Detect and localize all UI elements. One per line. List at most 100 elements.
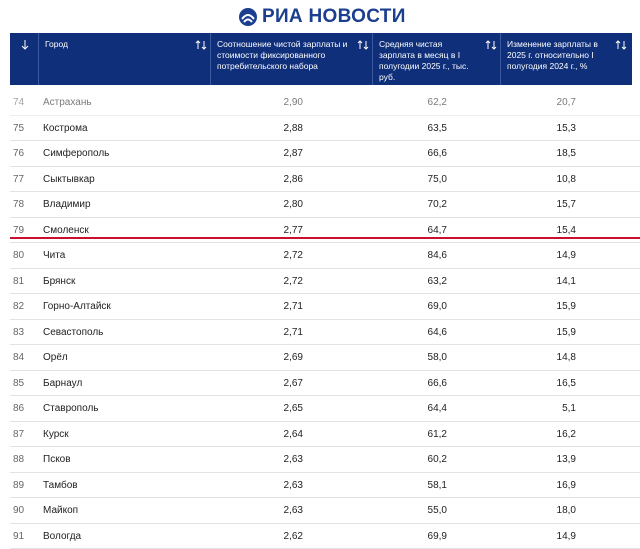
salary: 64,6 bbox=[367, 327, 447, 338]
change: 14,9 bbox=[496, 531, 576, 542]
ratio: 2,67 bbox=[223, 378, 303, 389]
column-header[interactable]: Город bbox=[45, 39, 185, 50]
salary: 58,0 bbox=[367, 352, 447, 363]
salary: 70,2 bbox=[367, 199, 447, 210]
change: 13,9 bbox=[496, 454, 576, 465]
logo-text: РИА НОВОСТИ bbox=[262, 6, 406, 28]
logo-bar: РИА НОВОСТИ bbox=[0, 0, 640, 33]
salary: 61,2 bbox=[367, 429, 447, 440]
row-number: 91 bbox=[13, 531, 24, 542]
salary: 64,7 bbox=[367, 225, 447, 236]
city: Чита bbox=[43, 250, 65, 261]
ratio: 2,63 bbox=[223, 480, 303, 491]
table-row: 78 Владимир 2,80 70,2 15,7 bbox=[10, 191, 640, 218]
row-number: 74 bbox=[13, 97, 24, 108]
sort-icon[interactable] bbox=[20, 39, 30, 51]
salary: 63,2 bbox=[367, 276, 447, 287]
salary: 69,0 bbox=[367, 301, 447, 312]
salary: 75,0 bbox=[367, 174, 447, 185]
city: Горно-Алтайск bbox=[43, 301, 111, 312]
city: Смоленск bbox=[43, 225, 89, 236]
row-number: 77 bbox=[13, 174, 24, 185]
city: Сыктывкар bbox=[43, 174, 95, 185]
change: 16,2 bbox=[496, 429, 576, 440]
change: 14,1 bbox=[496, 276, 576, 287]
table-header: Город Соотношение чистой зарплаты и стои… bbox=[10, 33, 632, 85]
ratio: 2,90 bbox=[223, 97, 303, 108]
row-number: 75 bbox=[13, 123, 24, 134]
ratio: 2,65 bbox=[223, 403, 303, 414]
ratio: 2,72 bbox=[223, 276, 303, 287]
city: Севастополь bbox=[43, 327, 103, 338]
ratio: 2,86 bbox=[223, 174, 303, 185]
logo-icon bbox=[238, 7, 258, 27]
city: Тамбов bbox=[43, 480, 78, 491]
row-number: 84 bbox=[13, 352, 24, 363]
salary: 84,6 bbox=[367, 250, 447, 261]
ratio: 2,72 bbox=[223, 250, 303, 261]
city: Майкоп bbox=[43, 505, 78, 516]
salary: 63,5 bbox=[367, 123, 447, 134]
salary: 58,1 bbox=[367, 480, 447, 491]
sort-icon[interactable] bbox=[615, 39, 627, 51]
city: Псков bbox=[43, 454, 71, 465]
salary: 69,9 bbox=[367, 531, 447, 542]
ratio: 2,88 bbox=[223, 123, 303, 134]
ratio: 2,77 bbox=[223, 225, 303, 236]
city: Орёл bbox=[43, 352, 68, 363]
salary: 62,2 bbox=[367, 97, 447, 108]
ratio: 2,63 bbox=[223, 454, 303, 465]
row-number: 78 bbox=[13, 199, 24, 210]
sort-icon[interactable] bbox=[195, 39, 207, 51]
sort-icon[interactable] bbox=[357, 39, 369, 51]
row-number: 82 bbox=[13, 301, 24, 312]
city: Курск bbox=[43, 429, 69, 440]
ratio: 2,64 bbox=[223, 429, 303, 440]
row-number: 85 bbox=[13, 378, 24, 389]
salary: 60,2 bbox=[367, 454, 447, 465]
ratio: 2,87 bbox=[223, 148, 303, 159]
row-number: 90 bbox=[13, 505, 24, 516]
table-row: 81 Брянск 2,72 63,2 14,1 bbox=[10, 268, 640, 295]
ratio: 2,80 bbox=[223, 199, 303, 210]
highlight-line bbox=[10, 237, 640, 239]
change: 18,5 bbox=[496, 148, 576, 159]
table-row: 82 Горно-Алтайск 2,71 69,0 15,9 bbox=[10, 293, 640, 320]
row-number: 89 bbox=[13, 480, 24, 491]
row-number: 80 bbox=[13, 250, 24, 261]
city: Симферополь bbox=[43, 148, 109, 159]
table-row: 83 Севастополь 2,71 64,6 15,9 bbox=[10, 319, 640, 346]
column-header[interactable]: Соотношение чистой зарплаты и стоимости … bbox=[217, 39, 349, 72]
ratio: 2,71 bbox=[223, 327, 303, 338]
row-number: 83 bbox=[13, 327, 24, 338]
salary: 64,4 bbox=[367, 403, 447, 414]
salary: 66,6 bbox=[367, 378, 447, 389]
change: 16,5 bbox=[496, 378, 576, 389]
change: 15,9 bbox=[496, 327, 576, 338]
ratio: 2,71 bbox=[223, 301, 303, 312]
row-number: 87 bbox=[13, 429, 24, 440]
change: 15,4 bbox=[496, 225, 576, 236]
change: 15,7 bbox=[496, 199, 576, 210]
change: 14,8 bbox=[496, 352, 576, 363]
sort-icon[interactable] bbox=[485, 39, 497, 51]
ratio: 2,62 bbox=[223, 531, 303, 542]
row-number: 81 bbox=[13, 276, 24, 287]
column-header[interactable]: Средняя чистая зарплата в месяц в I полу… bbox=[379, 39, 479, 83]
table-row: 80 Чита 2,72 84,6 14,9 bbox=[10, 242, 640, 269]
change: 15,9 bbox=[496, 301, 576, 312]
change: 14,9 bbox=[496, 250, 576, 261]
city: Вологда bbox=[43, 531, 81, 542]
column-header[interactable]: Изменение зарплаты в 2025 г. относительн… bbox=[507, 39, 607, 72]
city: Брянск bbox=[43, 276, 75, 287]
city: Владимир bbox=[43, 199, 91, 210]
